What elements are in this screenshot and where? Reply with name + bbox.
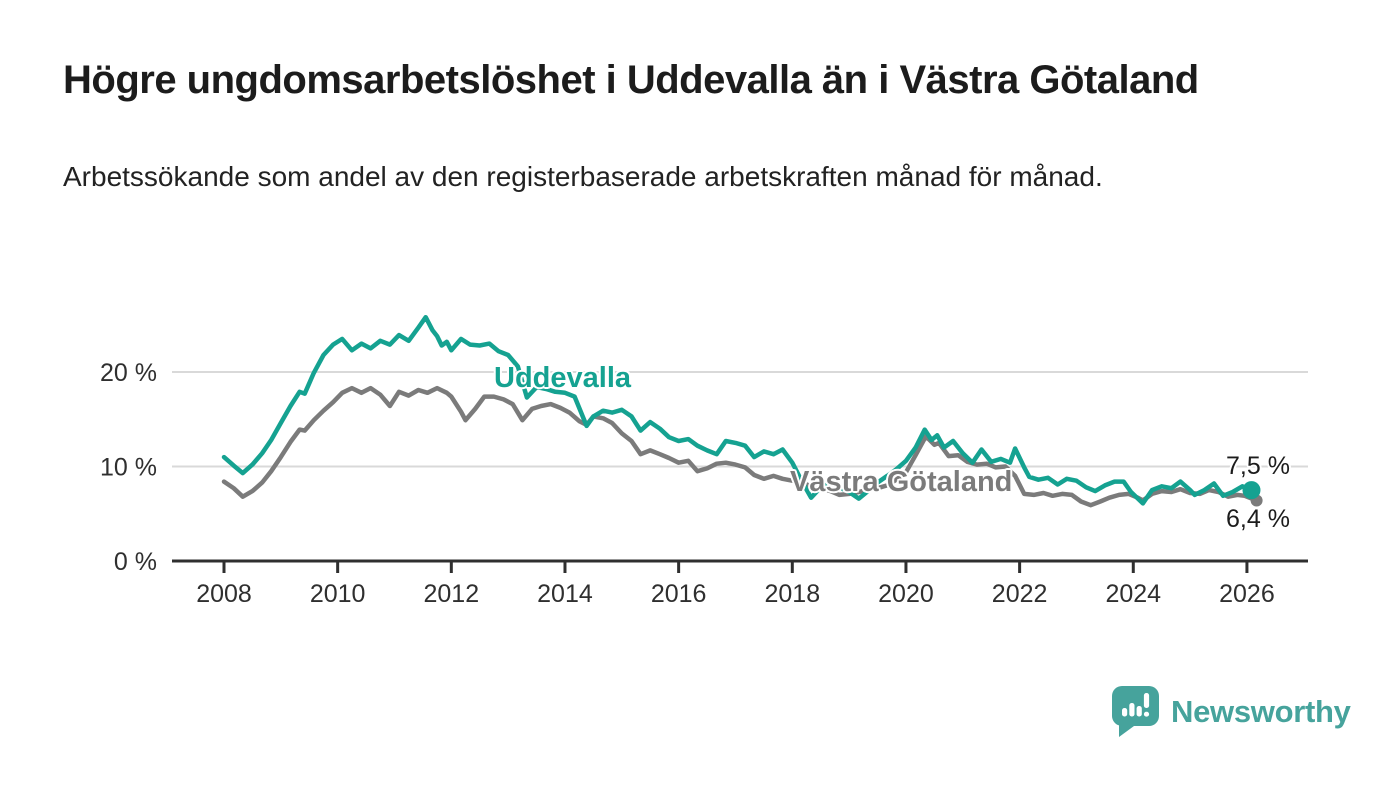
page-title: Högre ungdomsarbetslöshet i Uddevalla än… <box>63 58 1199 102</box>
series-label-uddevalla: Uddevalla <box>494 362 631 394</box>
x-axis-tick-label: 2026 <box>1219 580 1275 608</box>
x-axis-tick-label: 2010 <box>310 580 366 608</box>
x-axis-tick-label: 2024 <box>1105 580 1161 608</box>
end-value-label-uddevalla: 7,5 % <box>1226 452 1290 480</box>
x-axis-tick-label: 2008 <box>196 580 252 608</box>
x-axis-tick-label: 2020 <box>878 580 934 608</box>
x-axis-tick-label: 2016 <box>651 580 707 608</box>
end-value-label-vastra-gotaland: 6,4 % <box>1226 505 1290 533</box>
y-axis-tick-label: 0 % <box>114 548 157 576</box>
newsworthy-wordmark: Newsworthy <box>1171 693 1351 729</box>
y-axis-tick-label: 10 % <box>100 454 157 482</box>
series-label-vastra-gotaland: Västra Götaland <box>790 466 1013 498</box>
newsworthy-logo: Newsworthy <box>1112 686 1351 737</box>
x-axis-tick-label: 2012 <box>424 580 480 608</box>
y-axis-tick-label: 20 % <box>100 359 157 387</box>
page-subtitle: Arbetssökande som andel av den registerb… <box>63 161 1103 192</box>
newsworthy-logo-icon <box>1112 686 1159 737</box>
x-axis-tick-label: 2018 <box>764 580 820 608</box>
x-axis-tick-label: 2022 <box>992 580 1048 608</box>
x-axis-tick-label: 2014 <box>537 580 593 608</box>
